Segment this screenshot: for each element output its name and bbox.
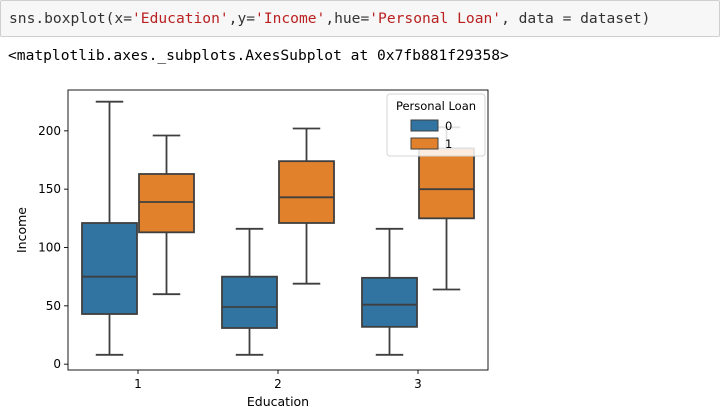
y-tick-label: 50 (46, 299, 61, 313)
code-token: sns.boxplot(x= (9, 10, 133, 27)
x-axis-label: Education (247, 394, 309, 407)
box-iqr (418, 147, 475, 220)
legend-title: Personal Loan (396, 99, 476, 113)
output-repr: <matplotlib.axes._subplots.AxesSubplot a… (8, 47, 509, 64)
box-iqr (81, 222, 138, 315)
box-iqr (278, 160, 335, 224)
box-group (221, 227, 278, 356)
box-group (418, 126, 475, 291)
y-tick-label: 150 (38, 182, 61, 196)
code-string-literal: 'Personal Loan' (369, 10, 502, 27)
box-iqr (138, 173, 195, 234)
code-token: ,y= (228, 10, 256, 27)
box-iqr (221, 275, 278, 329)
code-token: , data = dataset) (501, 10, 651, 27)
y-tick-label: 100 (38, 241, 61, 255)
box-group (361, 227, 418, 356)
legend-swatch (410, 137, 439, 150)
x-tick-label: 2 (274, 377, 282, 391)
legend-entry-label: 1 (445, 137, 452, 151)
box-group (138, 134, 195, 296)
box-iqr (361, 276, 418, 328)
box-group (81, 100, 138, 356)
code-cell[interactable]: sns.boxplot(x= 'Education' ,y= 'Income' ,hue… (0, 0, 720, 37)
boxplot-chart: 0 50 100 150 200 1 2 3 Education Income Personal … (14, 89, 489, 407)
code-token: ,hue= (325, 10, 370, 27)
y-axis-label: Income (14, 207, 29, 253)
figure-output: 0 50 100 150 200 1 2 3 Education Income Personal … (0, 80, 520, 407)
y-tick-label: 200 (38, 124, 61, 138)
x-tick-label: 1 (134, 377, 142, 391)
code-string-literal: 'Education' (132, 10, 229, 27)
legend-entry-label: 0 (445, 119, 452, 133)
x-tick-label: 3 (414, 377, 422, 391)
box-group (278, 127, 335, 285)
y-tick-label: 0 (53, 357, 61, 371)
legend-swatch (410, 119, 439, 132)
code-string-literal: 'Income' (255, 10, 326, 27)
